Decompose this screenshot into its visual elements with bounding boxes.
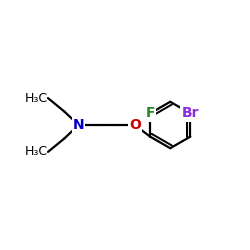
Text: N: N <box>73 118 84 132</box>
Text: Br: Br <box>182 106 199 120</box>
Text: H₃C: H₃C <box>25 146 48 158</box>
Text: O: O <box>129 118 141 132</box>
Text: H₃C: H₃C <box>25 92 48 104</box>
Text: F: F <box>145 106 155 120</box>
